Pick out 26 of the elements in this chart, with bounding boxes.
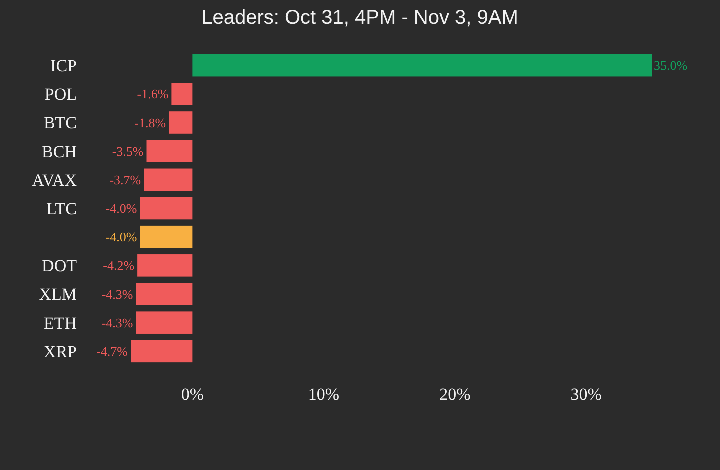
data-label: -3.5% [112,144,144,159]
y-tick-label: AVAX [32,170,77,190]
x-tick-label: 30% [570,385,602,404]
data-label: -4.0% [106,201,138,216]
y-tick-label: ETH [44,314,77,333]
y-tick-label: BTC [44,114,77,133]
data-label: -4.3% [102,286,134,302]
y-tick-label: POL [44,85,77,104]
y-tick-label: XRP [44,342,77,362]
data-label: -1.6% [137,86,169,102]
data-label: -3.7% [110,172,142,188]
data-label: -1.8% [134,115,166,130]
x-tick-label: 20% [440,385,471,404]
data-label: 35.0% [654,58,688,74]
y-tick-label: DOT [42,256,78,276]
y-tick-label: XLM [39,285,77,304]
y-tick-label: ICP [50,56,77,76]
chart-title: Leaders: Oct 31, 4PM - Nov 3, 9AM [202,7,518,29]
data-label: -4.0% [106,230,138,245]
x-tick-label: 10% [308,385,340,404]
data-label: -4.3% [102,315,134,330]
y-tick-label: LTC [46,199,77,218]
x-tick-label: 0% [181,385,204,404]
data-label: -4.2% [103,258,135,274]
y-tick-label: BCH [42,142,77,162]
data-label: -4.7% [96,344,128,359]
